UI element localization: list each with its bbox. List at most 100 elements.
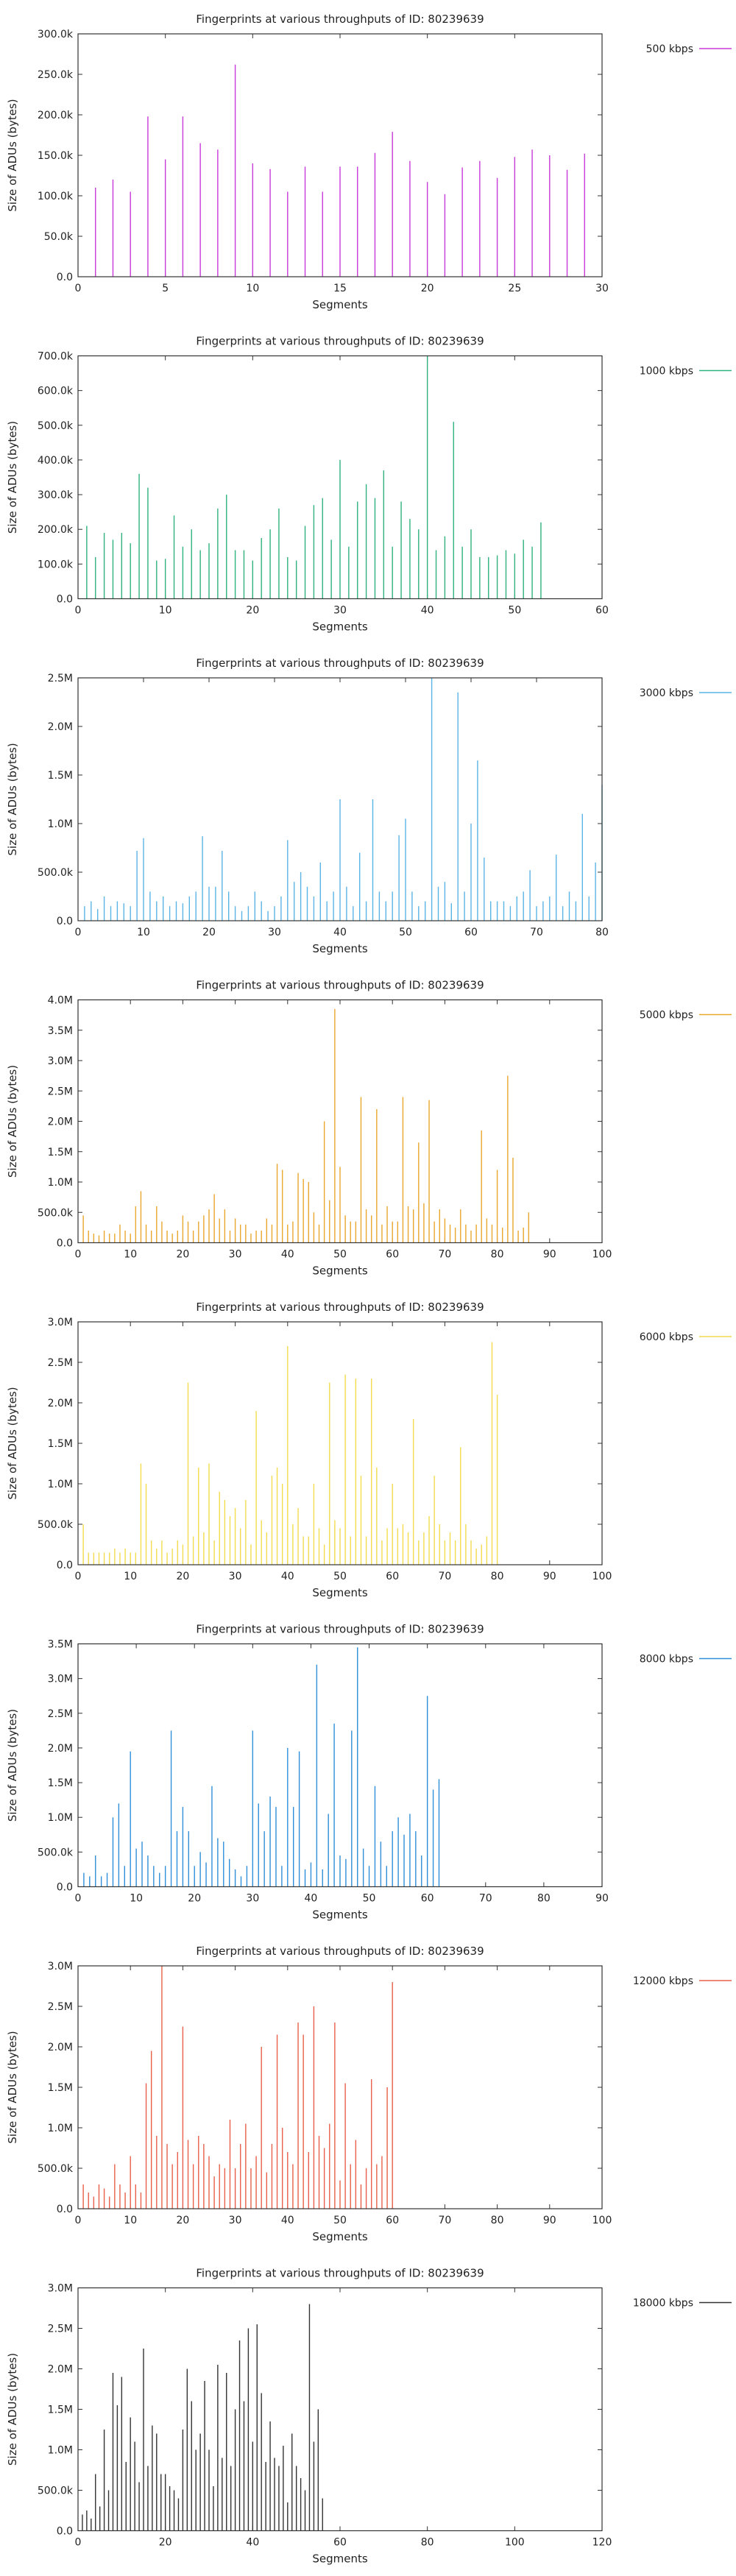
chart-title: Fingerprints at various throughputs of I… [196, 979, 484, 992]
x-tick-label: 0 [75, 605, 82, 617]
y-tick-label: 600.0k [38, 386, 74, 397]
x-tick-label: 20 [421, 283, 434, 294]
x-axis-label: Segments [312, 1264, 368, 1278]
y-tick-label: 3.5M [48, 1025, 73, 1037]
x-tick-label: 10 [124, 1571, 137, 1582]
x-tick-label: 20 [202, 927, 216, 938]
y-tick-label: 0.0 [57, 2526, 73, 2538]
plot-frame [77, 1643, 603, 1888]
y-tick-label: 3.0M [48, 1055, 73, 1067]
x-tick-label: 20 [176, 1249, 189, 1261]
y-tick-label: 2.0M [48, 2042, 73, 2053]
y-tick-label: 500.0k [38, 420, 74, 432]
x-tick-label: 100 [592, 2215, 612, 2226]
y-tick-label: 2.0M [48, 1117, 73, 1128]
x-axis-label: Segments [312, 620, 368, 634]
x-tick-label: 5 [162, 283, 169, 294]
x-tick-label: 30 [229, 1249, 242, 1261]
x-tick-label: 20 [176, 2215, 189, 2226]
x-axis-label: Segments [312, 1908, 368, 1922]
y-tick-label: 1.5M [48, 1147, 73, 1158]
legend-label: 6000 kbps [640, 1331, 693, 1343]
y-tick-label: 1.0M [48, 1812, 73, 1824]
chart-panel-2: Fingerprints at various throughputs of I… [6, 335, 732, 634]
y-tick-label: 3.0M [48, 1317, 73, 1328]
x-axis-label: Segments [312, 942, 368, 955]
x-tick-label: 70 [438, 1571, 451, 1582]
y-tick-label: 3.0M [48, 1961, 73, 1972]
x-tick-label: 0 [75, 2537, 82, 2549]
x-tick-label: 50 [363, 1893, 376, 1905]
chart-panel-5: Fingerprints at various throughputs of I… [6, 1301, 732, 1599]
y-axis-label: Size of ADUs (bytes) [6, 2031, 19, 2143]
y-tick-label: 150.0k [38, 150, 74, 162]
y-tick-label: 200.0k [38, 524, 74, 536]
chart-title: Fingerprints at various throughputs of I… [196, 13, 484, 26]
y-tick-label: 200.0k [38, 110, 74, 121]
y-axis-label: Size of ADUs (bytes) [6, 743, 19, 855]
y-tick-label: 2.5M [48, 1357, 73, 1369]
x-tick-label: 10 [124, 1249, 137, 1261]
y-tick-label: 2.0M [48, 721, 73, 733]
x-tick-label: 30 [246, 1893, 259, 1905]
x-axis-label: Segments [312, 298, 368, 311]
x-tick-label: 80 [491, 1249, 504, 1261]
y-tick-label: 2.5M [48, 1708, 73, 1720]
x-tick-label: 10 [130, 1893, 143, 1905]
plot-frame [77, 33, 603, 277]
x-tick-label: 60 [421, 1893, 434, 1905]
x-tick-label: 90 [543, 2215, 556, 2226]
legend-label: 500 kbps [646, 43, 693, 55]
x-tick-label: 40 [281, 1571, 294, 1582]
y-tick-label: 500.0k [38, 867, 74, 879]
x-tick-label: 10 [137, 927, 150, 938]
plot-frame [77, 2287, 603, 2532]
y-tick-label: 500.0k [38, 1519, 74, 1531]
chart-panel-1: Fingerprints at various throughputs of I… [6, 13, 732, 311]
x-tick-label: 40 [333, 927, 347, 938]
y-tick-label: 500.0k [38, 1207, 74, 1219]
legend-label: 8000 kbps [640, 1654, 693, 1666]
y-tick-label: 3.5M [48, 1639, 73, 1651]
y-axis-label: Size of ADUs (bytes) [6, 1387, 19, 1499]
y-tick-label: 300.0k [38, 29, 74, 40]
x-tick-label: 0 [75, 1571, 82, 1582]
y-tick-label: 500.0k [38, 2163, 74, 2175]
y-axis-label: Size of ADUs (bytes) [6, 2353, 19, 2466]
y-tick-label: 4.0M [48, 995, 73, 1007]
x-tick-label: 50 [399, 927, 412, 938]
y-tick-label: 0.0 [57, 916, 73, 927]
x-tick-label: 40 [281, 1249, 294, 1261]
plot-frame [77, 677, 603, 921]
x-tick-label: 30 [229, 1571, 242, 1582]
x-tick-label: 60 [333, 2537, 347, 2549]
y-tick-label: 2.0M [48, 2364, 73, 2376]
y-tick-label: 1.0M [48, 818, 73, 830]
y-tick-label: 0.0 [57, 2204, 73, 2215]
chart-title: Fingerprints at various throughputs of I… [196, 657, 484, 670]
y-tick-label: 2.5M [48, 673, 73, 684]
y-tick-label: 2.5M [48, 2001, 73, 2013]
x-tick-label: 10 [246, 283, 259, 294]
x-tick-label: 0 [75, 927, 82, 938]
x-tick-label: 20 [159, 2537, 172, 2549]
x-tick-label: 0 [75, 2215, 82, 2226]
x-tick-label: 80 [491, 2215, 504, 2226]
chart-panel-4: Fingerprints at various throughputs of I… [6, 979, 732, 1278]
x-tick-label: 90 [595, 1893, 609, 1905]
y-tick-label: 100.0k [38, 559, 74, 570]
y-tick-label: 0.0 [57, 1238, 73, 1250]
x-tick-label: 60 [386, 2215, 399, 2226]
y-tick-label: 1.0M [48, 1479, 73, 1490]
x-tick-label: 90 [543, 1249, 556, 1261]
x-tick-label: 50 [508, 605, 521, 617]
x-tick-label: 70 [438, 1249, 451, 1261]
y-tick-label: 1.0M [48, 1177, 73, 1189]
x-tick-label: 50 [333, 1571, 347, 1582]
x-tick-label: 40 [421, 605, 434, 617]
y-tick-label: 100.0k [38, 191, 74, 202]
y-axis-label: Size of ADUs (bytes) [6, 1709, 19, 1822]
y-tick-label: 0.0 [57, 1882, 73, 1894]
x-tick-label: 100 [505, 2537, 525, 2549]
